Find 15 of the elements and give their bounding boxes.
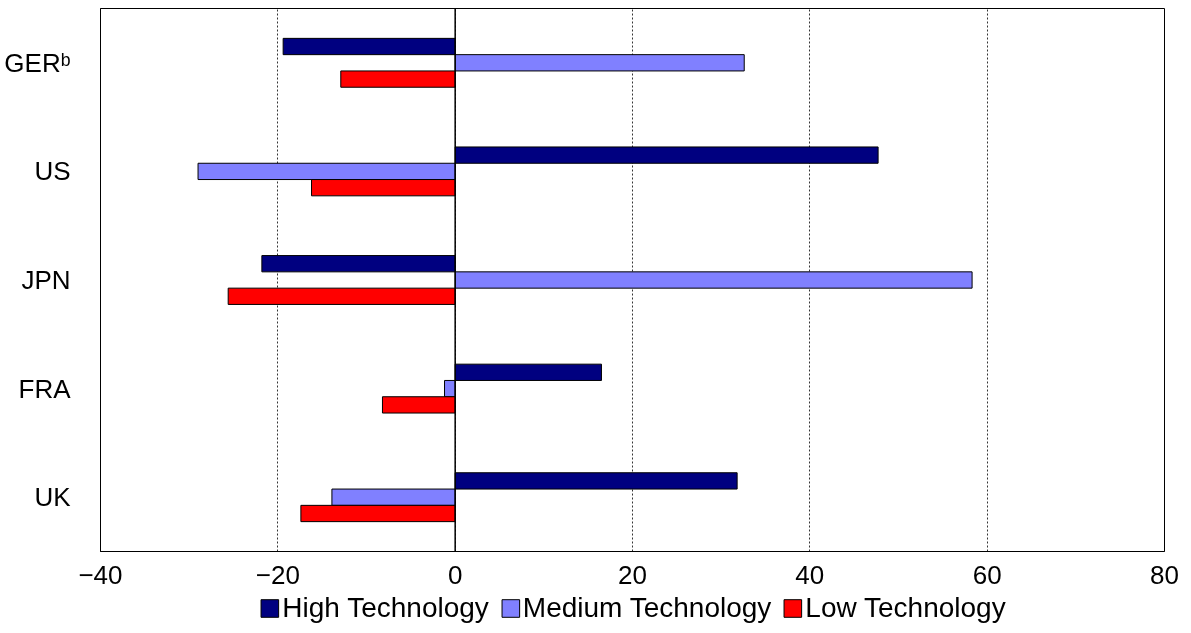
- x-tick-label: −40: [78, 559, 123, 590]
- y-tick-label: UK: [34, 482, 72, 513]
- x-tick-label: 60: [972, 559, 1002, 590]
- y-tick-label: JPN: [21, 265, 71, 295]
- y-tick-label: FRA: [18, 373, 72, 404]
- legend-label: High Technology: [282, 592, 489, 624]
- x-tick-label: 80: [1150, 559, 1179, 590]
- y-tick-label: GERᵇ: [4, 47, 71, 78]
- y-tick-label: US: [34, 156, 71, 187]
- x-tick-label: 40: [795, 559, 825, 590]
- x-tick-label: 0: [447, 559, 463, 590]
- x-tick-label: −20: [255, 559, 300, 590]
- legend-label: Low Technology: [805, 592, 1006, 624]
- legend-label: Medium Technology: [522, 592, 772, 624]
- x-tick-label: 20: [618, 559, 647, 590]
